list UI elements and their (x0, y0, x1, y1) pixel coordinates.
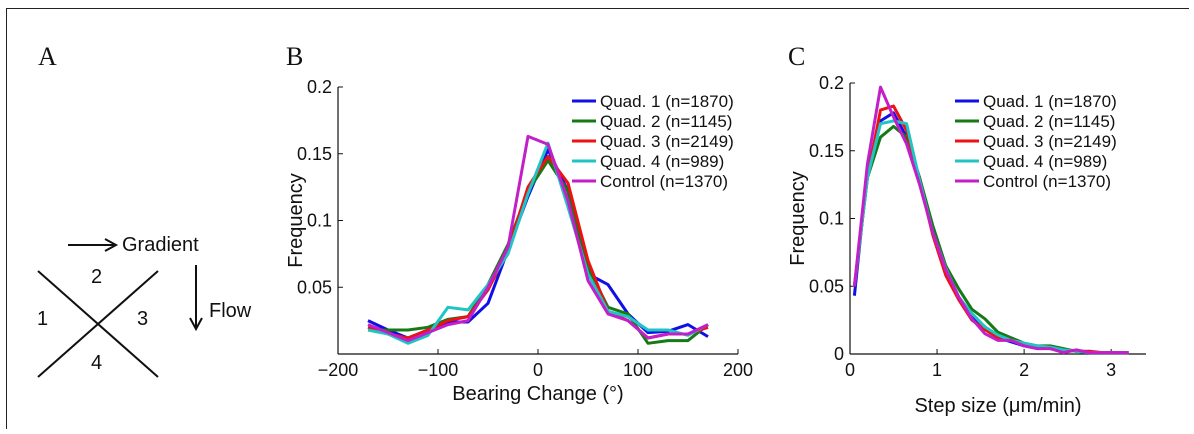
y-axis-label: Frequency (285, 173, 307, 268)
y-tick-label: 0.15 (297, 144, 332, 164)
x-tick-label: −200 (318, 360, 359, 380)
legend-label-2: Quad. 2 (n=1145) (600, 112, 732, 131)
x-tick-label: 1 (932, 360, 942, 380)
quadrant-label-4: 4 (91, 352, 103, 374)
legend-label-5: Control (n=1370) (983, 172, 1111, 191)
x-tick-label: 200 (723, 360, 753, 380)
y-tick-label: 0.15 (809, 141, 844, 161)
y-tick-label: 0.2 (307, 77, 332, 97)
series-line-5 (367, 134, 709, 343)
legend-label-2: Quad. 2 (n=1145) (983, 112, 1115, 131)
series-line-2 (368, 158, 709, 345)
flow-arrow-head (189, 317, 203, 332)
x-tick-label: 100 (623, 360, 653, 380)
series-line-5 (852, 85, 1129, 355)
panel-label-b: B (286, 42, 304, 71)
quadrant-label-3: 3 (137, 308, 149, 330)
quadrant-label-2: 2 (91, 266, 103, 288)
x-tick-label: 0 (533, 360, 543, 380)
legend-label-4: Quad. 4 (n=989) (600, 152, 724, 171)
legend-label-1: Quad. 1 (n=1870) (600, 92, 734, 111)
quadrant-label-1: 1 (37, 308, 49, 330)
legend-label-4: Quad. 4 (n=989) (983, 152, 1107, 171)
series-line-4 (367, 141, 709, 345)
y-tick-label: 0.05 (297, 277, 332, 297)
gradient-label: Gradient (122, 234, 199, 256)
quadrant-diagram (37, 238, 203, 378)
x-tick-label: 2 (1019, 360, 1029, 380)
x-tick-label: 3 (1106, 360, 1116, 380)
legend-label-3: Quad. 3 (n=2149) (600, 132, 734, 151)
flow-label: Flow (209, 300, 252, 322)
quadrant-divider-2 (37, 270, 159, 378)
x-axis-label: Step size (μm/min) (914, 395, 1081, 417)
x-tick-label: 0 (845, 360, 855, 380)
gradient-arrow-head (104, 238, 119, 252)
legend-label-5: Control (n=1370) (600, 172, 728, 191)
y-tick-label: 0 (834, 344, 844, 364)
y-tick-label: 0.05 (809, 276, 844, 296)
figure-frame (6, 8, 1189, 429)
x-tick-label: −100 (418, 360, 459, 380)
legend-label-1: Quad. 1 (n=1870) (983, 92, 1117, 111)
panel-label-a: A (38, 42, 57, 71)
y-tick-label: 0.1 (819, 209, 844, 229)
x-axis-label: Bearing Change (°) (452, 383, 623, 405)
legend-label-3: Quad. 3 (n=2149) (983, 132, 1117, 151)
panel-label-c: C (788, 42, 806, 71)
y-tick-label: 0.2 (819, 73, 844, 93)
y-axis-label: Frequency (787, 171, 809, 266)
y-tick-label: 0.1 (307, 211, 332, 231)
